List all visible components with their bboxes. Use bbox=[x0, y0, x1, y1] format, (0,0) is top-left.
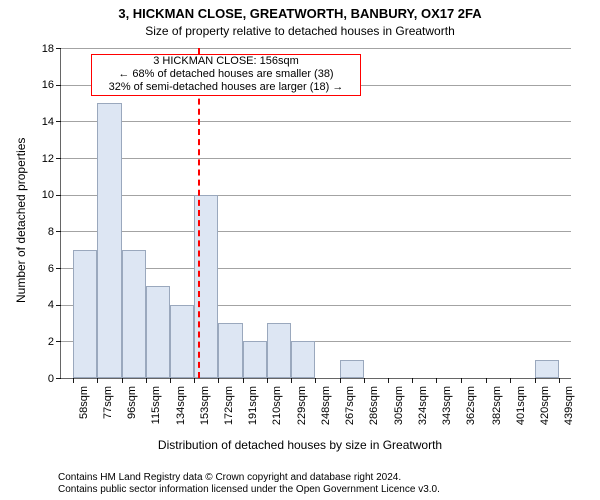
y-grid-line bbox=[61, 121, 571, 122]
y-tick bbox=[56, 195, 61, 196]
y-tick bbox=[56, 85, 61, 86]
y-tick bbox=[56, 121, 61, 122]
y-tick-label: 4 bbox=[30, 299, 54, 311]
x-tick-label: 77sqm bbox=[102, 386, 114, 431]
histogram-bar bbox=[170, 305, 194, 378]
x-tick-label: 134sqm bbox=[175, 386, 187, 431]
x-tick bbox=[436, 378, 437, 383]
x-tick-label: 267sqm bbox=[344, 386, 356, 431]
histogram-bar bbox=[291, 341, 315, 378]
x-tick bbox=[122, 378, 123, 383]
x-tick-label: 229sqm bbox=[296, 386, 308, 431]
x-tick bbox=[486, 378, 487, 383]
histogram-bar bbox=[340, 360, 364, 378]
x-tick bbox=[97, 378, 98, 383]
y-tick bbox=[56, 341, 61, 342]
x-tick-label: 115sqm bbox=[150, 386, 162, 431]
y-tick-label: 8 bbox=[30, 226, 54, 238]
histogram-bar bbox=[218, 323, 242, 378]
y-tick bbox=[56, 268, 61, 269]
x-tick-label: 324sqm bbox=[417, 386, 429, 431]
x-tick-label: 362sqm bbox=[465, 386, 477, 431]
annotation-line: 32% of semi-detached houses are larger (… bbox=[92, 81, 360, 94]
histogram-chart: 3, HICKMAN CLOSE, GREATWORTH, BANBURY, O… bbox=[0, 0, 600, 500]
x-tick-label: 153sqm bbox=[199, 386, 211, 431]
annotation-box: 3 HICKMAN CLOSE: 156sqm← 68% of detached… bbox=[91, 54, 361, 96]
histogram-bar bbox=[243, 341, 267, 378]
x-tick-label: 248sqm bbox=[320, 386, 332, 431]
x-tick-label: 96sqm bbox=[126, 386, 138, 431]
x-tick bbox=[291, 378, 292, 383]
x-tick-label: 286sqm bbox=[368, 386, 380, 431]
x-tick bbox=[146, 378, 147, 383]
histogram-bar bbox=[535, 360, 559, 378]
y-tick-label: 18 bbox=[30, 43, 54, 55]
x-tick bbox=[340, 378, 341, 383]
histogram-bar bbox=[146, 286, 170, 378]
x-tick bbox=[364, 378, 365, 383]
property-marker-line bbox=[198, 48, 200, 378]
plot-area: 3 HICKMAN CLOSE: 156sqm← 68% of detached… bbox=[60, 48, 571, 379]
x-tick-label: 420sqm bbox=[539, 386, 551, 431]
x-tick bbox=[73, 378, 74, 383]
footer-line-2: Contains public sector information licen… bbox=[58, 484, 440, 496]
annotation-line: 3 HICKMAN CLOSE: 156sqm bbox=[92, 55, 360, 68]
x-tick bbox=[315, 378, 316, 383]
y-tick bbox=[56, 231, 61, 232]
x-tick bbox=[388, 378, 389, 383]
y-tick-label: 16 bbox=[30, 79, 54, 91]
chart-title-main: 3, HICKMAN CLOSE, GREATWORTH, BANBURY, O… bbox=[0, 6, 600, 21]
annotation-line: ← 68% of detached houses are smaller (38… bbox=[92, 68, 360, 81]
x-tick-label: 210sqm bbox=[271, 386, 283, 431]
x-tick-label: 305sqm bbox=[393, 386, 405, 431]
y-tick-label: 10 bbox=[30, 189, 54, 201]
histogram-bar bbox=[122, 250, 146, 378]
x-tick bbox=[559, 378, 560, 383]
y-tick-label: 12 bbox=[30, 153, 54, 165]
x-tick-label: 58sqm bbox=[78, 386, 90, 431]
y-tick-label: 14 bbox=[30, 116, 54, 128]
x-tick bbox=[535, 378, 536, 383]
x-tick bbox=[461, 378, 462, 383]
y-tick bbox=[56, 305, 61, 306]
y-tick-label: 2 bbox=[30, 336, 54, 348]
footer-line-1: Contains HM Land Registry data © Crown c… bbox=[58, 472, 440, 484]
histogram-bar bbox=[97, 103, 121, 378]
y-axis-label: Number of detached properties bbox=[14, 138, 28, 303]
x-tick-label: 382sqm bbox=[491, 386, 503, 431]
x-axis-label: Distribution of detached houses by size … bbox=[0, 438, 600, 452]
x-tick bbox=[170, 378, 171, 383]
y-tick bbox=[56, 378, 61, 379]
y-tick-label: 0 bbox=[30, 373, 54, 385]
y-grid-line bbox=[61, 231, 571, 232]
y-tick bbox=[56, 48, 61, 49]
x-tick bbox=[267, 378, 268, 383]
y-tick-label: 6 bbox=[30, 263, 54, 275]
x-tick-label: 343sqm bbox=[441, 386, 453, 431]
x-tick-label: 401sqm bbox=[515, 386, 527, 431]
x-tick-label: 439sqm bbox=[563, 386, 575, 431]
y-grid-line bbox=[61, 195, 571, 196]
x-tick bbox=[412, 378, 413, 383]
x-tick bbox=[194, 378, 195, 383]
y-tick bbox=[56, 158, 61, 159]
x-tick bbox=[218, 378, 219, 383]
x-tick bbox=[510, 378, 511, 383]
x-tick-label: 191sqm bbox=[247, 386, 259, 431]
chart-footer: Contains HM Land Registry data © Crown c… bbox=[58, 472, 440, 496]
y-grid-line bbox=[61, 48, 571, 49]
x-tick bbox=[243, 378, 244, 383]
histogram-bar bbox=[73, 250, 97, 378]
chart-title-sub: Size of property relative to detached ho… bbox=[0, 24, 600, 38]
x-tick-label: 172sqm bbox=[223, 386, 235, 431]
histogram-bar bbox=[267, 323, 291, 378]
y-grid-line bbox=[61, 158, 571, 159]
